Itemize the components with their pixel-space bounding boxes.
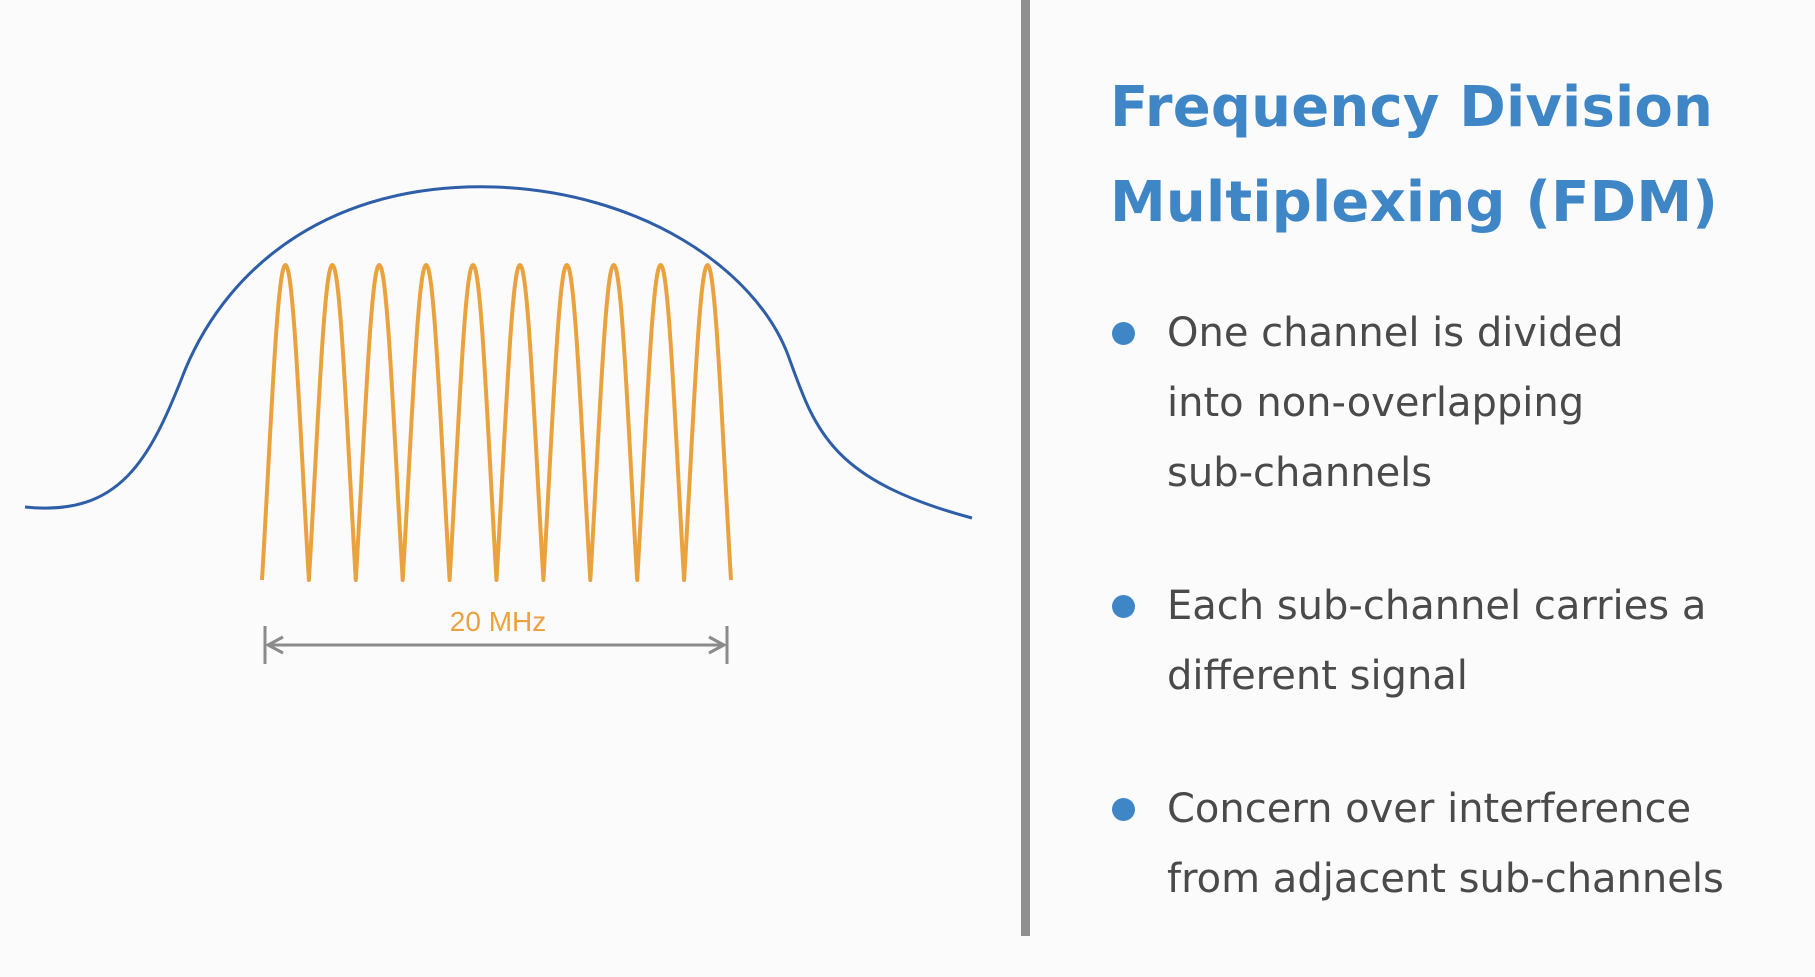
bullet-dot-icon [1112,595,1135,618]
slide-text-panel: Frequency Division Multiplexing (FDM) On… [1110,60,1800,902]
dimension-right-arrowhead [708,635,728,655]
slide-title: Frequency Division Multiplexing (FDM) [1110,75,1719,235]
bandwidth-dimension-arrow [263,626,729,664]
dimension-left-arrowhead [264,635,284,655]
subchannel-waves [260,263,733,582]
bandwidth-label: 20 MHz [450,606,546,637]
bullet-text: One channel is divided into non-overlapp… [1167,310,1624,496]
subchannel-waveform [260,263,733,582]
bullet-item: Each sub-channel carries a different sig… [1110,571,1800,711]
channel-envelope-curve [24,185,973,520]
bullet-item: Concern over interference from adjacent … [1110,774,1800,914]
fdm-diagram: 20 MHz [24,185,973,664]
bullet-dot-icon [1112,322,1135,345]
bullet-text: Concern over interference from adjacent … [1167,786,1724,902]
bullet-list: One channel is divided into non-overlapp… [1110,298,1800,977]
fdm-diagram-svg: 20 MHz [24,185,973,664]
bullet-text: Each sub-channel carries a different sig… [1167,583,1707,699]
bullet-dot-icon [1112,798,1135,821]
bullet-item: One channel is divided into non-overlapp… [1110,298,1800,508]
vertical-divider [1021,0,1030,936]
